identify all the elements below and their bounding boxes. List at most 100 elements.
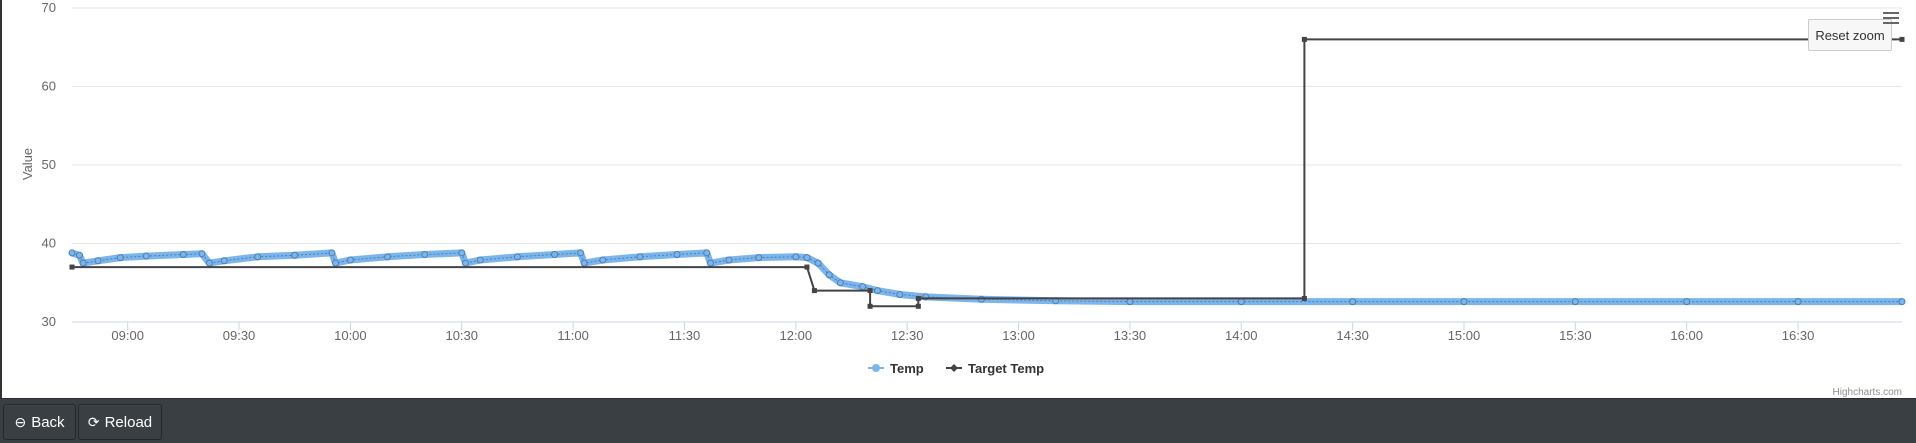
chart-menu-icon[interactable]	[1883, 12, 1899, 26]
data-point[interactable]	[792, 253, 800, 261]
data-point[interactable]	[1301, 295, 1307, 301]
data-point[interactable]	[803, 254, 811, 262]
data-point[interactable]	[513, 253, 521, 261]
x-tick-label: 13:30	[1114, 328, 1147, 343]
series-layer	[68, 36, 1906, 309]
footer-toolbar: ⊖ Back ⟳ Reload	[0, 398, 1916, 443]
data-point[interactable]	[476, 256, 484, 264]
y-tick-label: 50	[42, 157, 56, 172]
x-tick-label: 10:00	[334, 328, 367, 343]
x-tick-label: 14:30	[1336, 328, 1369, 343]
data-point[interactable]	[332, 259, 340, 267]
data-point[interactable]	[458, 249, 466, 257]
legend-target-temp-label: Target Temp	[968, 361, 1044, 376]
data-point[interactable]	[755, 254, 763, 262]
x-tick-label: 16:30	[1782, 328, 1815, 343]
data-point[interactable]	[825, 271, 833, 279]
y-axis-title: Value	[20, 148, 35, 180]
legend-temp-label: Temp	[890, 361, 924, 376]
x-tick-label: 10:30	[445, 328, 478, 343]
x-tick-label: 16:00	[1670, 328, 1703, 343]
reload-button-label: Reload	[104, 413, 153, 431]
circle-arrow-left-icon: ⊖	[14, 413, 27, 430]
y-axis: 30 40 50 60 70	[42, 0, 56, 329]
data-point[interactable]	[804, 264, 810, 270]
data-point[interactable]	[673, 250, 681, 258]
data-point[interactable]	[859, 283, 867, 291]
back-button[interactable]: ⊖ Back	[3, 404, 76, 440]
x-tick-label: 11:00	[557, 328, 589, 343]
data-point[interactable]	[142, 252, 150, 260]
series-target-temp	[69, 36, 1905, 309]
data-point[interactable]	[915, 295, 921, 301]
data-point[interactable]	[551, 250, 559, 258]
series-temp	[68, 249, 1906, 306]
data-point[interactable]	[1898, 298, 1906, 306]
data-point[interactable]	[1683, 298, 1691, 306]
data-point[interactable]	[703, 249, 711, 257]
data-point[interactable]	[421, 250, 429, 258]
reset-zoom-button[interactable]: Reset zoom	[1808, 19, 1892, 51]
data-point[interactable]	[384, 253, 392, 261]
data-point[interactable]	[873, 287, 881, 295]
data-point[interactable]	[1126, 298, 1134, 306]
back-button-label: Back	[31, 413, 65, 431]
data-point[interactable]	[814, 259, 822, 267]
legend-target-temp-marker	[950, 364, 958, 372]
data-point[interactable]	[198, 250, 206, 258]
data-point[interactable]	[1794, 298, 1802, 306]
data-point[interactable]	[1301, 36, 1307, 42]
data-point[interactable]	[1899, 36, 1905, 42]
data-point[interactable]	[1460, 298, 1468, 306]
legend-item-temp[interactable]: Temp	[868, 361, 924, 376]
data-point[interactable]	[346, 256, 354, 264]
data-point[interactable]	[580, 259, 588, 267]
data-point[interactable]	[836, 279, 844, 287]
reload-button[interactable]: ⟳ Reload	[78, 404, 162, 440]
data-point[interactable]	[1237, 298, 1245, 306]
line-chart: 30 40 50 60 70 09:00 09:30 10:00 10:30 11:00 11:3…	[20, 0, 1906, 398]
data-point[interactable]	[328, 249, 336, 257]
data-point[interactable]	[220, 257, 228, 265]
credits-link[interactable]: Highcharts.com	[1833, 387, 1902, 398]
data-point[interactable]	[94, 257, 102, 265]
data-point[interactable]	[179, 250, 187, 258]
refresh-icon: ⟳	[87, 413, 100, 430]
legend-temp-marker	[872, 364, 880, 372]
data-point[interactable]	[706, 259, 714, 267]
data-point[interactable]	[69, 264, 75, 270]
y-tick-label: 40	[42, 236, 56, 251]
data-point[interactable]	[896, 291, 904, 299]
data-point[interactable]	[1349, 298, 1357, 306]
data-point[interactable]	[68, 249, 76, 257]
x-tick-label: 14:00	[1225, 328, 1258, 343]
legend: Temp Target Temp	[868, 361, 1044, 376]
data-point[interactable]	[75, 251, 83, 259]
chart-container: 30 40 50 60 70 09:00 09:30 10:00 10:30 11:00 11:3…	[0, 0, 1906, 398]
legend-item-target-temp[interactable]: Target Temp	[946, 361, 1044, 376]
x-tick-label: 13:00	[1002, 328, 1035, 343]
data-point[interactable]	[116, 254, 124, 262]
data-point[interactable]	[205, 259, 213, 267]
data-point[interactable]	[599, 256, 607, 264]
data-point[interactable]	[461, 259, 469, 267]
data-point[interactable]	[867, 288, 873, 294]
data-point[interactable]	[1571, 298, 1579, 306]
series-line	[72, 38, 1902, 308]
data-point[interactable]	[291, 251, 299, 259]
y-tick-label: 30	[42, 314, 56, 329]
data-point[interactable]	[79, 259, 87, 267]
data-point[interactable]	[915, 303, 921, 309]
data-point[interactable]	[867, 303, 873, 309]
x-tick-label: 15:00	[1448, 328, 1481, 343]
x-tick-label: 09:00	[111, 328, 144, 343]
x-tick-label: 11:30	[669, 328, 701, 343]
data-point[interactable]	[254, 253, 262, 261]
data-point[interactable]	[725, 256, 733, 264]
x-tick-label: 09:30	[223, 328, 256, 343]
data-point[interactable]	[636, 253, 644, 261]
series-line	[70, 249, 1902, 306]
x-tick-label: 15:30	[1559, 328, 1592, 343]
data-point[interactable]	[811, 288, 817, 294]
data-point[interactable]	[577, 249, 585, 257]
